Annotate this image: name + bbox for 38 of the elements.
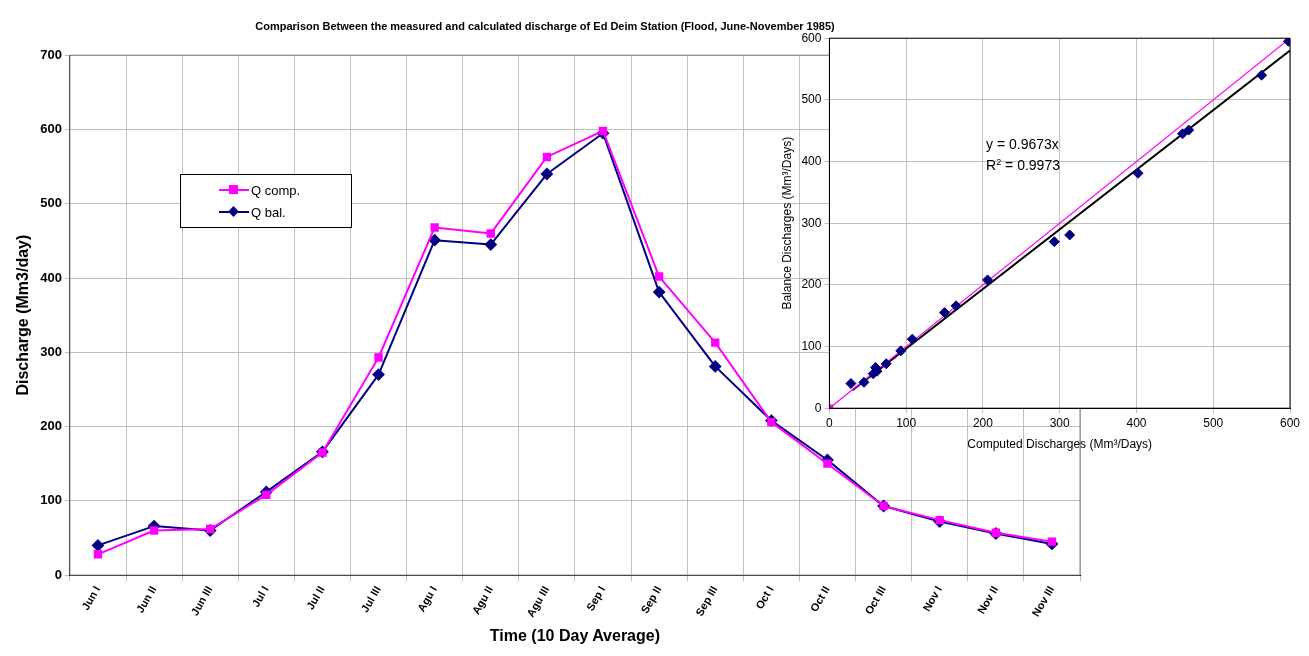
y-tick-label: 500 [40,195,62,211]
x-tick-label: 300 [1049,415,1071,430]
x-tick-label: 200 [972,415,994,430]
legend-label: Q comp. [251,182,301,198]
y-tick-label: 300 [801,215,822,230]
x-tick-label: 500 [1203,415,1224,430]
y-tick-label: 400 [40,269,62,285]
y-tick-label: 200 [801,277,822,292]
y-tick-label: 600 [40,121,62,137]
y-tick-label: 700 [40,46,62,62]
y-tick-label: 300 [40,343,62,359]
x-tick-label: Oct I [753,583,776,612]
y-tick-label: 0 [814,400,822,415]
legend-label: Q bal. [251,204,286,220]
x-tick-label: 600 [1279,415,1301,430]
x-tick-label: Jun I [79,583,103,613]
x-tick-label: Oct II [807,583,832,614]
y-tick-label: 400 [801,153,822,168]
chart-title: Comparison Between the measured and calculated discharge of Ed Deim Station (Flood, June-November 1985) [255,19,836,32]
x-tick-label: 100 [896,415,917,430]
x-tick-label: Jun II [133,583,159,615]
x-tick-label: 400 [1126,415,1147,430]
x-tick-label: Jul II [303,583,327,612]
y-tick-label: 0 [54,566,62,582]
x-axis-title: Computed Discharges (Mm³/Days) [967,437,1153,452]
x-tick-label: 0 [826,415,834,430]
x-axis-title: Time (10 Day Average) [489,626,661,644]
y-axis-title: Balance Discharges (Mm³/Days) [779,136,794,310]
y-tick-label: 600 [801,30,822,45]
x-tick-label: Sep II [638,583,664,616]
x-tick-label: Jul III [358,583,383,615]
y-tick-label: 100 [40,492,62,508]
x-tick-label: Oct III [862,583,888,617]
annotation: y = 0.9673x [986,136,1059,153]
y-tick-label: 100 [801,338,822,353]
y-axis-title: Discharge (Mm3/day) [14,234,32,396]
x-tick-label: Jul I [249,583,271,609]
y-tick-label: 500 [801,92,822,107]
